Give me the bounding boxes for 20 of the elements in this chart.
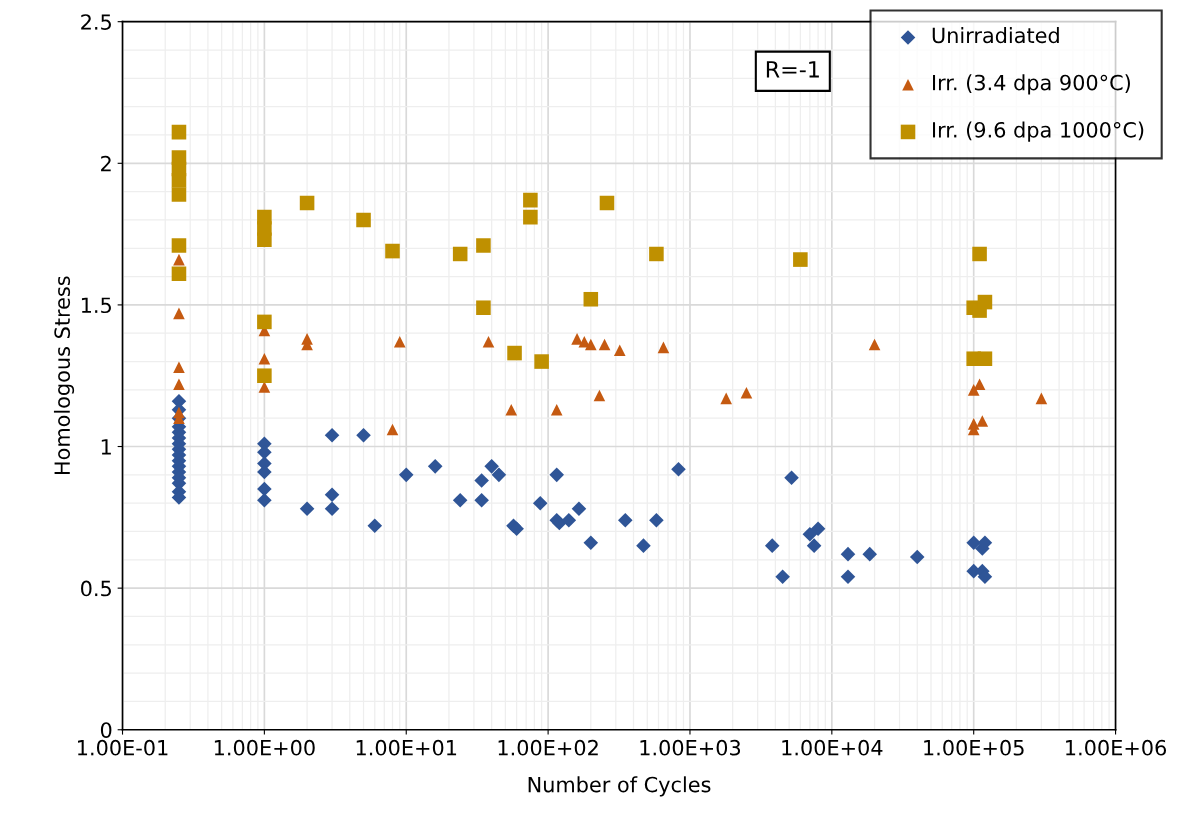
x-axis-title: Number of Cycles [528, 776, 711, 797]
legend-label: Irr. (3.4 dpa 900°C) [932, 74, 1130, 95]
x-tick-label: 1.00E+06 [1066, 739, 1167, 756]
x-tick-label: 1.00E+02 [498, 739, 598, 756]
y-axis-title: Homologous Stress [53, 276, 75, 474]
annotation: R=-1 [766, 61, 819, 78]
y-tick-label: 1.5 [81, 297, 111, 314]
y-tick-label: 1 [101, 439, 111, 455]
y-tick-label: 0.5 [81, 580, 111, 597]
y-tick-label: 0 [100, 722, 112, 738]
x-tick-label: 1.00E+03 [640, 739, 741, 756]
legend-label: Irr. (9.6 dpa 1000°C) [932, 121, 1144, 142]
x-tick-label: 1.00E-01 [78, 739, 168, 756]
x-tick-label: 1.00E+04 [782, 739, 883, 756]
legend-label: Unirradiated [932, 27, 1059, 44]
y-tick-label: 2.5 [81, 14, 111, 30]
x-tick-label: 1.00E+00 [214, 739, 315, 756]
y-tick-label: 2 [101, 155, 111, 172]
x-tick-label: 1.00E+01 [356, 739, 457, 756]
x-tick-label: 1.00E+05 [924, 739, 1024, 756]
